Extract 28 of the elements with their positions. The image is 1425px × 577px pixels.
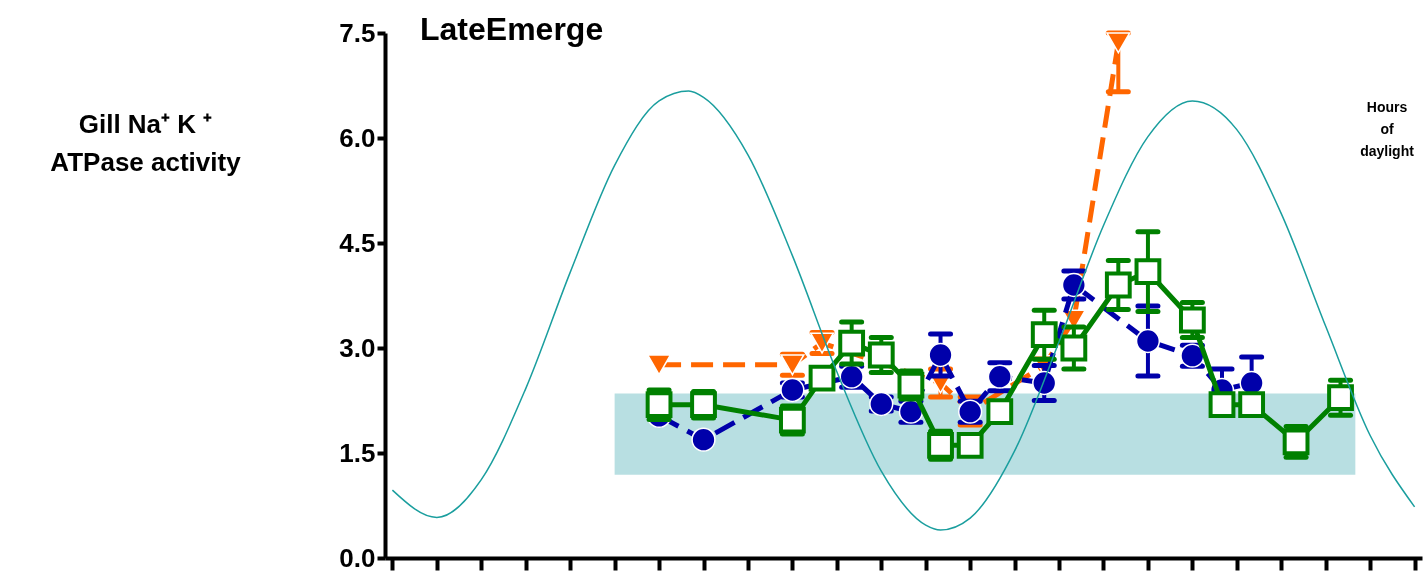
point	[1208, 391, 1236, 419]
point	[1238, 391, 1266, 419]
point	[1032, 370, 1057, 396]
y-tick-label: 6.0	[339, 122, 376, 153]
point	[838, 329, 866, 357]
point	[1134, 258, 1162, 286]
y-tick-label: 0.0	[339, 542, 376, 573]
annotation: Hours of daylight	[1360, 99, 1415, 159]
point	[1135, 328, 1161, 354]
point	[1327, 384, 1354, 412]
chart-title: LateEmerge	[420, 11, 604, 47]
y-tick-label: 3.0	[339, 332, 376, 363]
point	[1106, 32, 1131, 54]
point	[956, 431, 984, 459]
point	[646, 354, 672, 376]
point	[928, 342, 953, 368]
y-tick-label: 7.5	[339, 17, 376, 48]
point	[986, 398, 1014, 426]
point	[691, 427, 716, 452]
point	[1060, 334, 1088, 362]
point	[808, 364, 836, 392]
point	[1030, 321, 1058, 349]
point	[987, 364, 1012, 389]
y-axis-title: Gill Na⁺ K ⁺ ATPase activity	[50, 108, 242, 177]
y-tick-label: 4.5	[339, 227, 376, 258]
point	[1104, 271, 1132, 299]
y-tick-label: 1.5	[339, 437, 376, 468]
line-series	[391, 90, 1416, 531]
